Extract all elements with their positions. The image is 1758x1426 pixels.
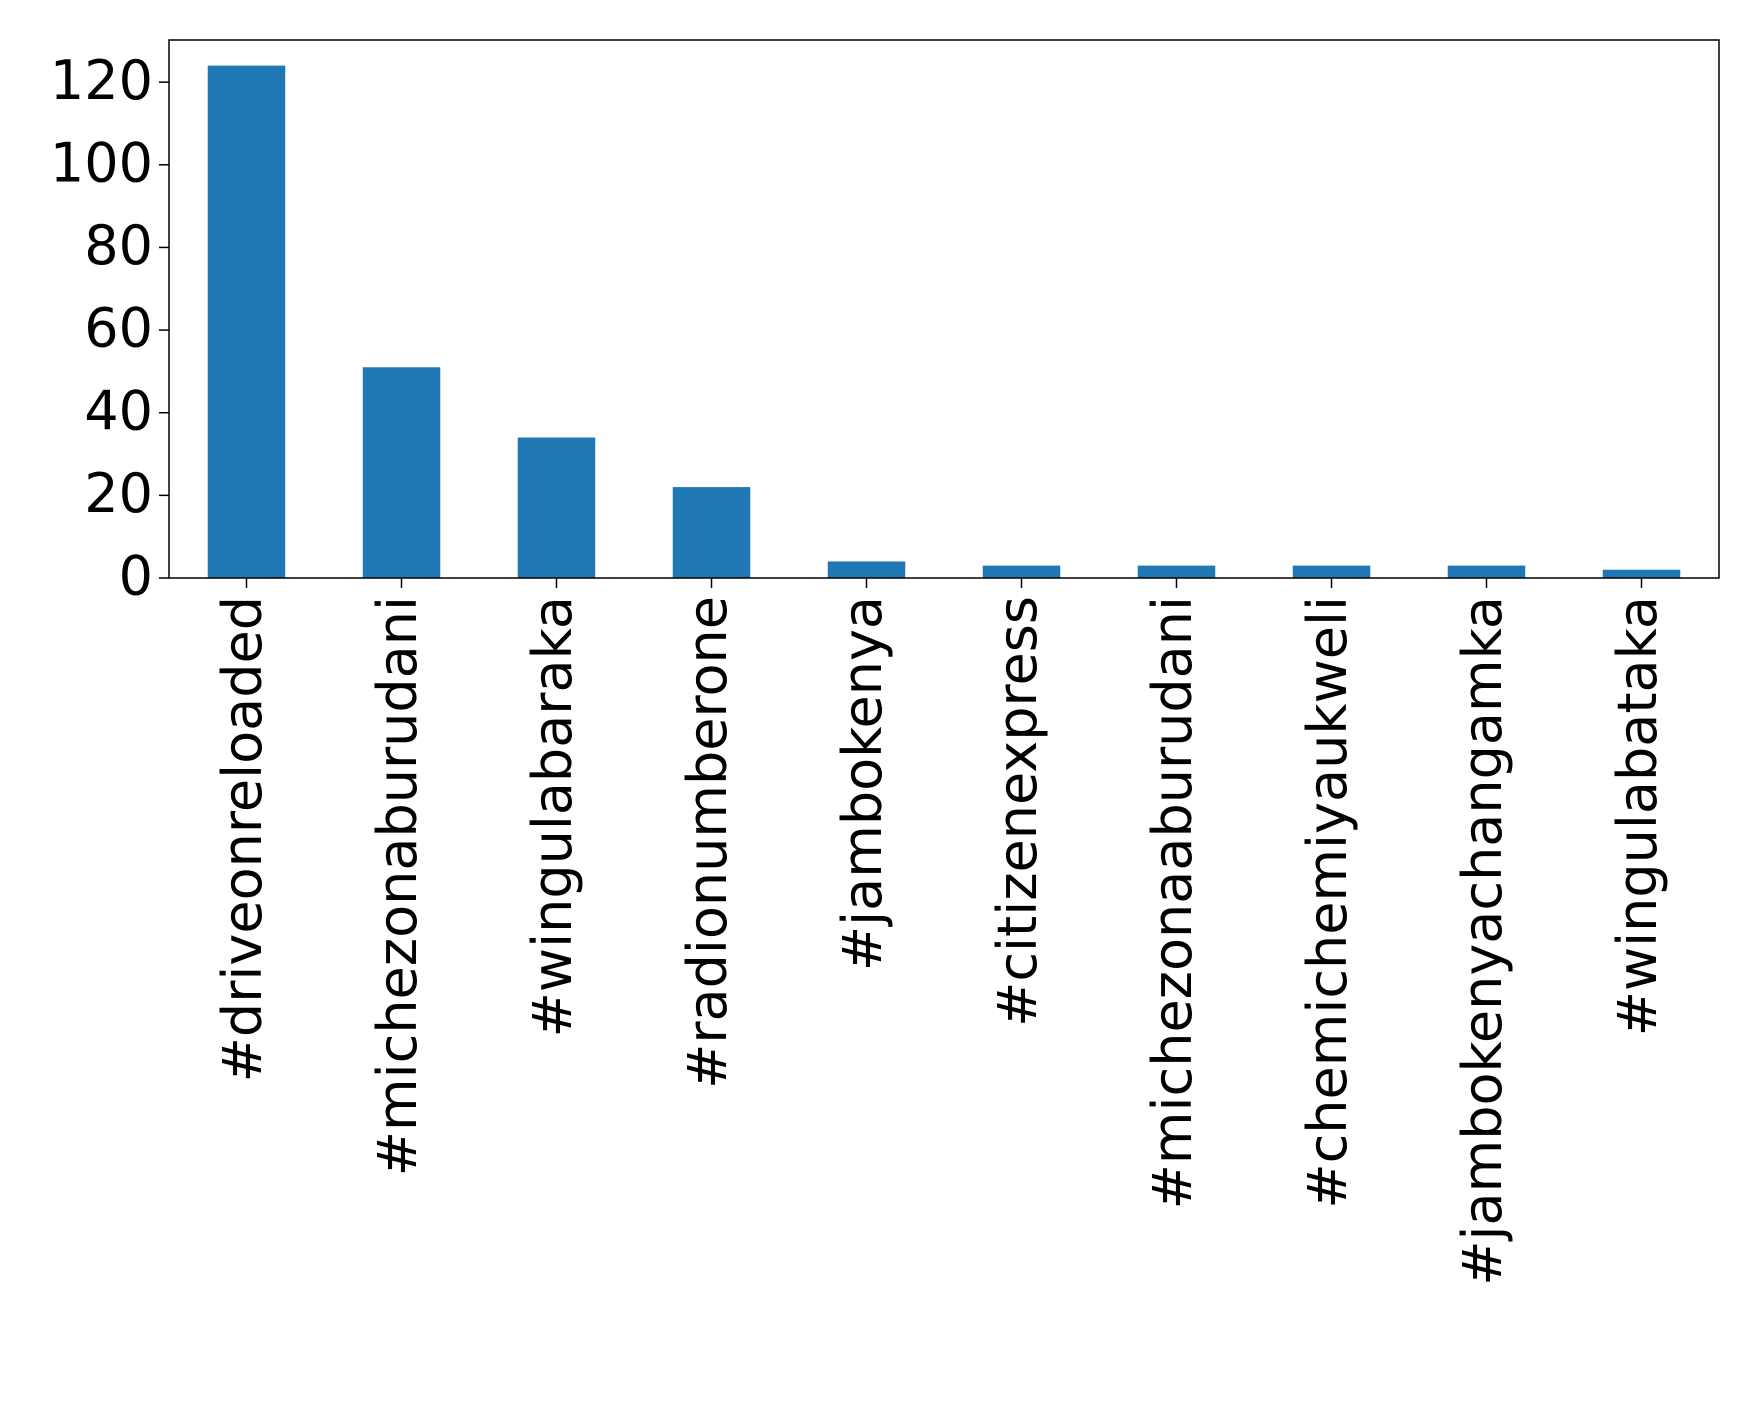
y-tick-label: 0: [119, 545, 153, 608]
y-tick-label: 80: [84, 214, 153, 277]
bar: [1137, 565, 1216, 578]
bar: [517, 437, 596, 578]
x-tick-label: #citizenexpress: [986, 596, 1049, 1027]
bar: [1602, 569, 1681, 578]
bar: [1292, 565, 1371, 578]
bar: [982, 565, 1061, 578]
x-tick-label: #driveonreloaded: [211, 596, 274, 1082]
x-tick-label: #jambokenyachangamka: [1451, 596, 1514, 1286]
y-tick-label: 20: [84, 462, 153, 525]
bar: [362, 367, 441, 578]
bar: [1447, 565, 1526, 578]
x-tick-label: #chemichemiyaukweli: [1296, 596, 1359, 1209]
y-tick-label: 40: [84, 379, 153, 442]
x-tick-label: #jambokenya: [831, 596, 894, 971]
plot-frame: [168, 39, 1720, 579]
bar: [672, 487, 751, 578]
x-tick-label: #wingulabataka: [1606, 596, 1669, 1036]
bar: [207, 65, 286, 579]
x-tick-label: #radionumberone: [676, 596, 739, 1089]
bar: [827, 561, 906, 578]
x-tick-label: #michezonaaburudani: [1141, 596, 1204, 1209]
y-tick-label: 60: [84, 297, 153, 360]
y-tick-label: 120: [50, 49, 153, 112]
y-tick-label: 100: [50, 131, 153, 194]
x-tick-label: #wingulabaraka: [521, 596, 584, 1037]
x-tick-label: #michezonaburudani: [366, 596, 429, 1176]
